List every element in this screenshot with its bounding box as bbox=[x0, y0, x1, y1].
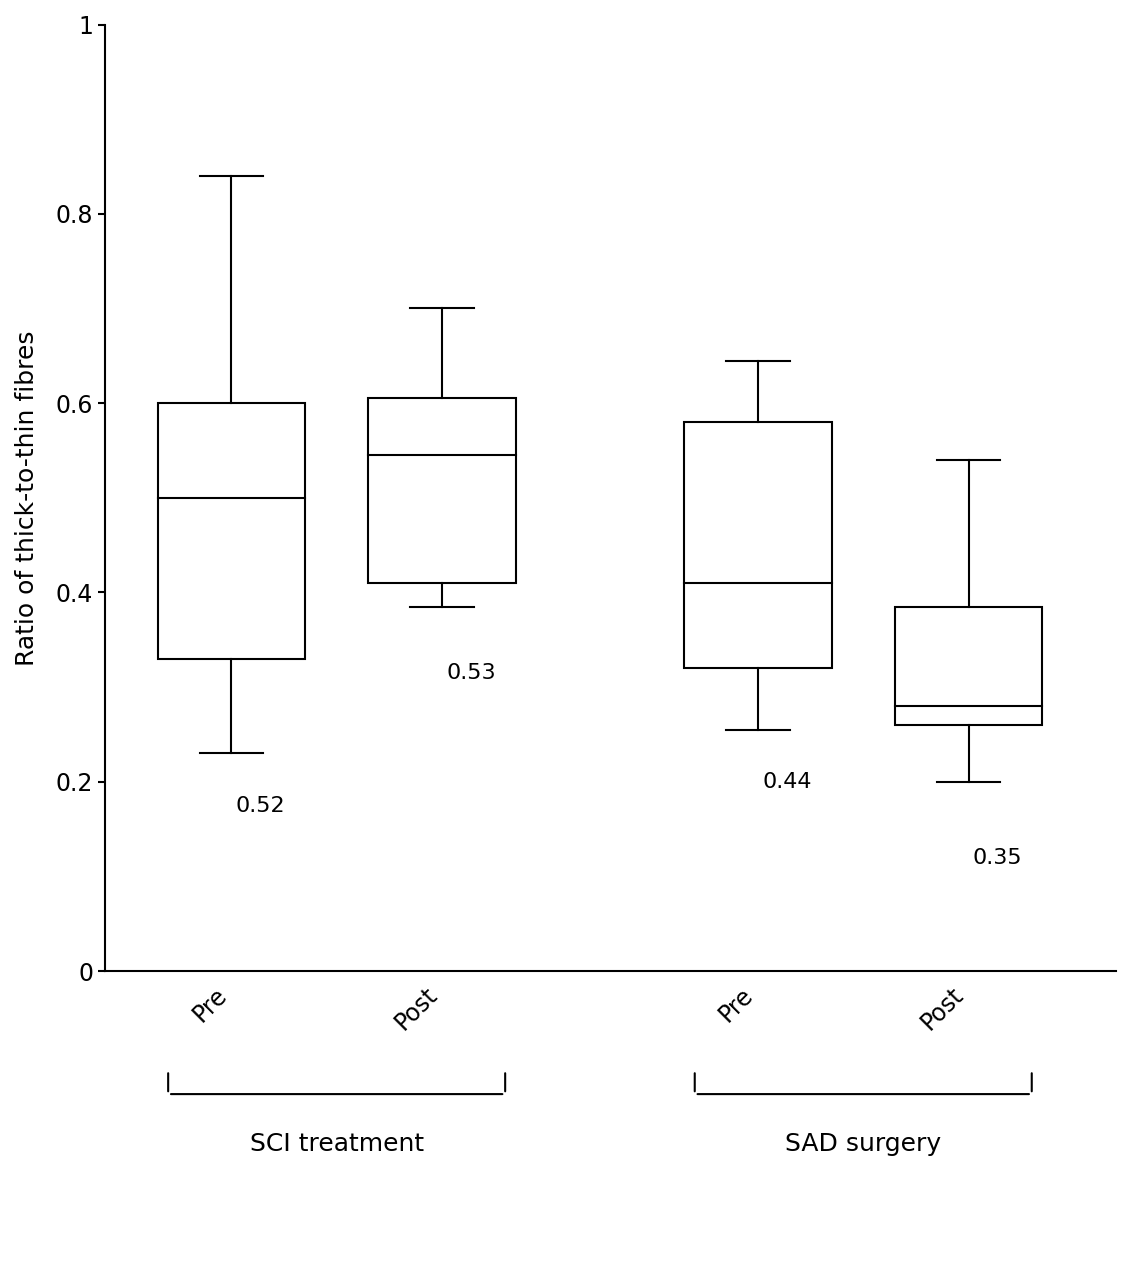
FancyBboxPatch shape bbox=[157, 403, 305, 659]
FancyBboxPatch shape bbox=[895, 607, 1043, 724]
FancyBboxPatch shape bbox=[684, 422, 831, 668]
FancyBboxPatch shape bbox=[369, 398, 516, 582]
Text: SAD surgery: SAD surgery bbox=[785, 1132, 941, 1156]
Text: 0.53: 0.53 bbox=[447, 663, 495, 684]
Text: SCI treatment: SCI treatment bbox=[250, 1132, 424, 1156]
Y-axis label: Ratio of thick-to-thin fibres: Ratio of thick-to-thin fibres bbox=[15, 330, 38, 666]
Text: 0.52: 0.52 bbox=[235, 796, 285, 815]
Text: 0.44: 0.44 bbox=[762, 772, 812, 792]
Text: 0.35: 0.35 bbox=[973, 847, 1022, 868]
